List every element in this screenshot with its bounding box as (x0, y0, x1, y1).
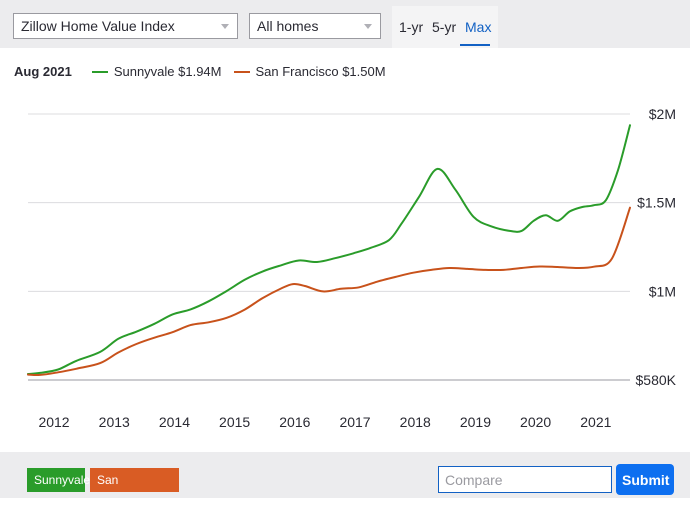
x-tick-label: 2019 (460, 414, 491, 430)
chip-sunnyvale: Sunnyvale (27, 468, 90, 492)
metric-select-value: Zillow Home Value Index (21, 18, 175, 34)
chip-san-francisco: San Francisco X (90, 468, 179, 511)
active-range-indicator (460, 44, 490, 46)
home-value-chart: $2M $1.5M $1M $580K 2012 2013 2014 2015 2016 2017… (27, 106, 677, 430)
compare-bar: Sunnyvale San Francisco X Submit (0, 452, 690, 511)
x-tick-label: 2017 (339, 414, 370, 430)
x-tick-label: 2021 (580, 414, 611, 430)
chip-label: Sunnyvale (34, 473, 91, 487)
legend-label: San Francisco $1.50M (255, 64, 386, 79)
y-tick-label: $580K (636, 372, 677, 388)
chevron-down-icon (364, 24, 372, 29)
chart-toolbar: Zillow Home Value Index All homes 1-yr 5… (0, 0, 690, 48)
x-tick-label: 2016 (279, 414, 310, 430)
y-tick-label: $1M (649, 283, 676, 299)
legend-label: Sunnyvale $1.94M (113, 64, 222, 79)
legend-item-sunnyvale: Sunnyvale $1.94M (91, 62, 222, 82)
submit-button[interactable]: Submit (616, 464, 674, 495)
legend-swatch (233, 71, 250, 73)
x-tick-label: 2018 (400, 414, 431, 430)
chevron-down-icon (221, 24, 229, 29)
legend-item-san-francisco: San Francisco $1.50M (233, 62, 386, 82)
x-tick-label: 2013 (99, 414, 130, 430)
range-max-button[interactable]: Max (465, 19, 492, 35)
home-type-select-value: All homes (257, 18, 319, 34)
chip-label: San Francisco (97, 473, 150, 511)
time-range-group: 1-yr 5-yr Max (392, 6, 498, 48)
y-tick-label: $2M (649, 106, 676, 122)
chart-legend: Aug 2021 Sunnyvale $1.94M San Francisco … (14, 62, 398, 82)
x-tick-label: 2015 (219, 414, 250, 430)
legend-date: Aug 2021 (14, 64, 72, 79)
x-tick-label: 2014 (159, 414, 190, 430)
x-tick-label: 2012 (38, 414, 69, 430)
range-1yr-button[interactable]: 1-yr (399, 19, 424, 35)
series-line-san-francisco (27, 206, 631, 377)
home-type-select[interactable]: All homes (249, 13, 381, 39)
y-tick-label: $1.5M (637, 195, 676, 211)
range-5yr-button[interactable]: 5-yr (432, 19, 457, 35)
legend-swatch (91, 71, 108, 73)
compare-input[interactable] (438, 466, 612, 493)
metric-select[interactable]: Zillow Home Value Index (13, 13, 238, 39)
x-tick-label: 2020 (520, 414, 551, 430)
series-line-sunnyvale (27, 124, 631, 375)
remove-chip-button[interactable]: X (157, 497, 166, 511)
